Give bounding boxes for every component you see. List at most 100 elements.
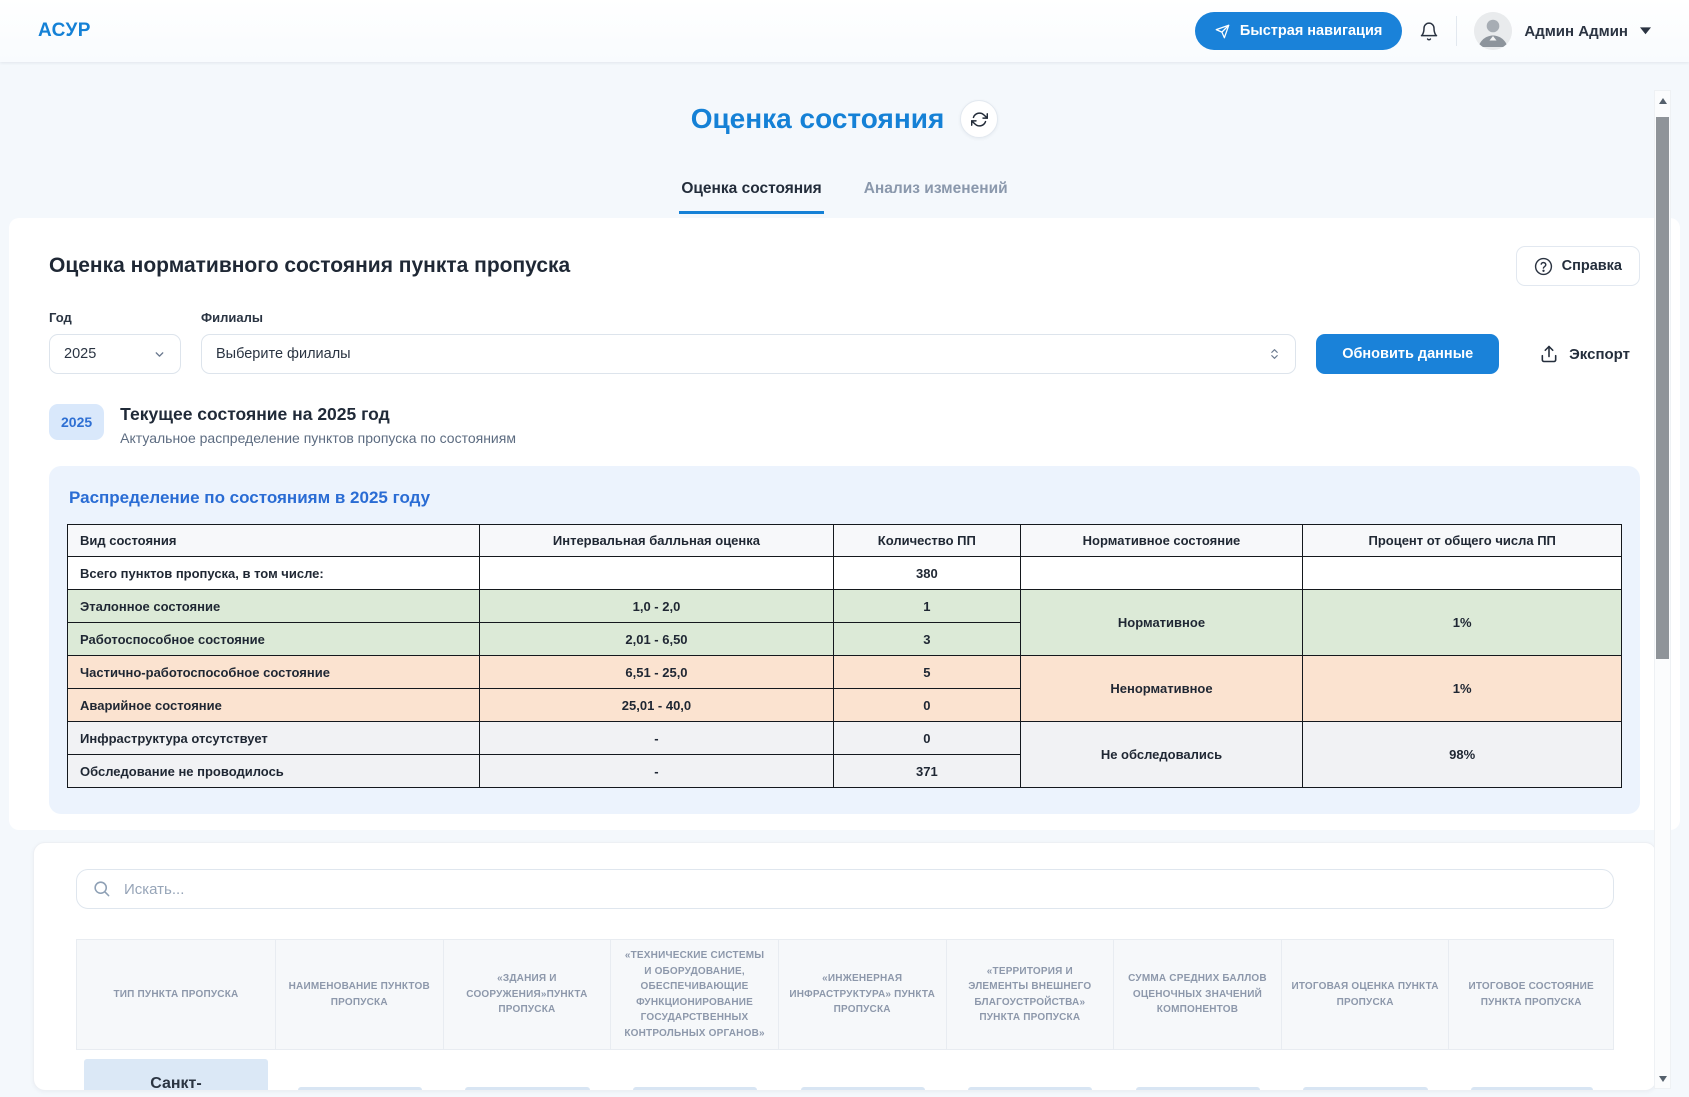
points-column-header: НАИМЕНОВАНИЕ ПУНКТОВ ПРОПУСКА — [275, 939, 444, 1050]
distribution-row: Всего пунктов пропуска, в том числе: 380 — [67, 556, 1622, 590]
loading-placeholder-bar — [465, 1087, 590, 1090]
page-scrollbar[interactable] — [1654, 90, 1671, 1089]
points-table-header-row: ТИП ПУНКТА ПРОПУСКА НАИМЕНОВАНИЕ ПУНКТОВ … — [76, 939, 1614, 1050]
scrollbar-up-arrow[interactable] — [1655, 93, 1670, 108]
scrollbar-thumb[interactable] — [1656, 117, 1669, 659]
points-data-cell — [444, 1050, 612, 1090]
distribution-row: Частично-работоспособное состояние 6,51 -… — [67, 655, 1622, 722]
year-filter-label: Год — [49, 310, 72, 325]
notifications-bell-button[interactable] — [1419, 21, 1439, 42]
year-select[interactable]: 2025 — [49, 334, 181, 374]
passpoint-type-value: Санкт-Петербургский — [84, 1059, 268, 1090]
distribution-header-row: Вид состояния Интервальная балльная оцен… — [67, 524, 1622, 557]
branches-select[interactable]: Выберите филиалы — [201, 334, 1297, 374]
search-input[interactable] — [76, 869, 1614, 909]
state-name-cell: Работоспособное состояние — [67, 622, 480, 656]
count-cell: 3 — [833, 622, 1021, 656]
normative-state-cell: Ненормативное — [1019, 655, 1304, 722]
points-column-header: ТИП ПУНКТА ПРОПУСКА — [76, 939, 276, 1050]
refresh-page-button[interactable] — [960, 100, 999, 138]
points-data-cell — [779, 1050, 947, 1090]
points-data-cell — [1449, 1050, 1614, 1090]
column-header-count: Количество ПП — [833, 524, 1021, 557]
points-column-header: ИТОГОВАЯ ОЦЕНКА ПУНКТА ПРОПУСКА — [1281, 939, 1450, 1050]
page-title: Оценка состояния — [690, 103, 945, 134]
loading-placeholder-bar — [1303, 1087, 1428, 1090]
column-header-normative-state: Нормативное состояние — [1019, 524, 1304, 557]
loading-placeholder-bar — [800, 1087, 925, 1090]
quick-navigation-label: Быстрая навигация — [1239, 23, 1383, 39]
help-button[interactable]: Справка — [1515, 246, 1640, 286]
interval-score-cell: 1,0 - 2,0 — [478, 589, 835, 623]
selector-updown-icon — [1268, 346, 1281, 362]
header-divider — [1456, 16, 1458, 46]
question-circle-icon — [1534, 257, 1553, 276]
points-table-first-row[interactable]: Санкт-Петербургский — [76, 1050, 1614, 1090]
update-data-button[interactable]: Обновить данные — [1316, 334, 1500, 374]
tab-condition-assessment[interactable]: Оценка состояния — [679, 180, 824, 214]
export-button-label: Экспорт — [1569, 345, 1630, 363]
percent-cell: 1% — [1302, 589, 1622, 656]
percent-cell: 1% — [1302, 655, 1622, 722]
year-select-value: 2025 — [64, 346, 97, 362]
count-cell: 1 — [833, 589, 1021, 623]
points-data-cell — [1282, 1050, 1450, 1090]
user-name: Админ Админ — [1524, 22, 1628, 40]
scrollbar-down-arrow[interactable] — [1655, 1071, 1670, 1086]
distribution-row: Аварийное состояние 25,01 - 40,0 0 — [67, 688, 1622, 722]
points-data-cell — [1114, 1050, 1282, 1090]
export-icon — [1539, 344, 1559, 364]
quick-navigation-button[interactable]: Быстрая навигация — [1194, 12, 1403, 50]
state-name-cell: Всего пунктов пропуска, в том числе: — [67, 556, 480, 590]
tab-change-analysis[interactable]: Анализ изменений — [862, 180, 1010, 214]
distribution-row: Инфраструктура отсутствует -0 Не обследова… — [67, 721, 1622, 788]
branches-select-placeholder: Выберите филиалы — [216, 346, 351, 362]
send-icon — [1215, 24, 1230, 39]
interval-score-cell: - — [478, 754, 835, 788]
current-state-subtitle: Актуальное распределение пунктов пропуск… — [120, 430, 516, 446]
year-badge: 2025 — [49, 404, 105, 440]
interval-score-cell: - — [478, 721, 835, 755]
points-column-header: СУММА СРЕДНИХ БАЛЛОВ ОЦЕНОЧНЫХ ЗНАЧЕНИЙ … — [1114, 939, 1282, 1050]
current-state-title: Текущее состояние на 2025 год — [120, 404, 390, 424]
loading-placeholder-bar — [1135, 1087, 1261, 1090]
branches-filter-label: Филиалы — [201, 310, 263, 325]
chevron-down-icon — [1640, 27, 1651, 35]
avatar — [1474, 12, 1513, 50]
chevron-down-icon — [153, 348, 166, 361]
help-button-label: Справка — [1561, 258, 1622, 274]
loading-placeholder-bar — [632, 1087, 758, 1090]
search-icon — [92, 879, 111, 898]
export-button[interactable]: Экспорт — [1539, 334, 1630, 374]
app-logo: АСУР — [38, 20, 91, 41]
loading-placeholder-bar — [1470, 1087, 1593, 1090]
column-header-state-type: Вид состояния — [67, 524, 480, 557]
normative-state-cell: Нормативное — [1019, 589, 1304, 656]
points-data-cell — [947, 1050, 1115, 1090]
distribution-table-body: Всего пунктов пропуска, в том числе: 380 Э… — [67, 556, 1622, 788]
passpoint-type-cell: Санкт-Петербургский — [76, 1050, 276, 1090]
state-name-cell: Частично-работоспособное состояние — [67, 655, 480, 689]
count-cell: 380 — [833, 556, 1021, 590]
section-heading: Оценка нормативного состояния пункта про… — [49, 254, 571, 277]
assessment-card: Оценка нормативного состояния пункта про… — [9, 218, 1680, 830]
count-cell: 371 — [833, 754, 1021, 788]
distribution-row: Обследование не проводилось -371 — [67, 754, 1622, 788]
distribution-table: Вид состояния Интервальная балльная оцен… — [67, 524, 1622, 788]
count-cell: 0 — [833, 721, 1021, 755]
state-name-cell: Эталонное состояние — [67, 589, 480, 623]
top-bar: АСУР Быстрая навигация Админ Админ — [0, 0, 1689, 62]
loading-placeholder-bar — [297, 1087, 422, 1090]
points-table: ТИП ПУНКТА ПРОПУСКА НАИМЕНОВАНИЕ ПУНКТОВ … — [76, 939, 1614, 1090]
count-cell: 0 — [833, 688, 1021, 722]
interval-score-cell — [478, 556, 835, 590]
points-data-cell — [276, 1050, 444, 1090]
page-tabs: Оценка состояния Анализ изменений — [0, 180, 1689, 214]
user-menu[interactable]: Админ Админ — [1474, 12, 1651, 50]
points-column-header: «ТЕХНИЧЕСКИЕ СИСТЕМЫ И ОБОРУДОВАНИЕ, ОБЕ… — [611, 939, 779, 1050]
count-cell: 5 — [833, 655, 1021, 689]
distribution-panel-title: Распределение по состояниям в 2025 году — [69, 488, 431, 507]
refresh-icon — [970, 111, 988, 128]
normative-state-cell — [1019, 556, 1304, 590]
